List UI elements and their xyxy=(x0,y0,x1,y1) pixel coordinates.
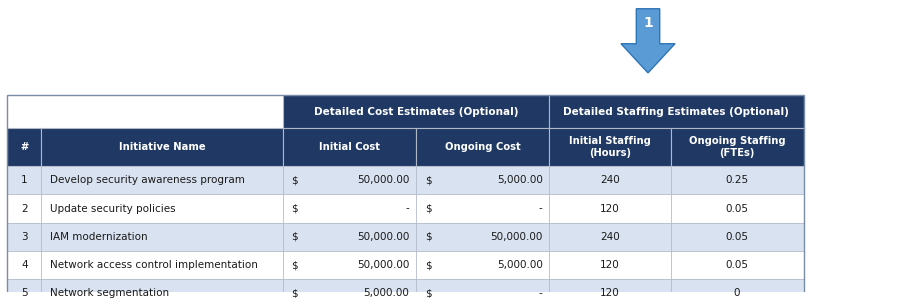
Text: 240: 240 xyxy=(600,232,619,242)
Text: 50,000.00: 50,000.00 xyxy=(357,232,410,242)
FancyBboxPatch shape xyxy=(549,194,670,223)
FancyBboxPatch shape xyxy=(7,194,41,223)
Text: Network segmentation: Network segmentation xyxy=(50,288,168,298)
FancyBboxPatch shape xyxy=(41,128,283,166)
Text: $: $ xyxy=(425,288,431,298)
Text: $: $ xyxy=(425,260,431,270)
FancyBboxPatch shape xyxy=(41,194,283,223)
FancyBboxPatch shape xyxy=(549,251,670,279)
Text: 1: 1 xyxy=(21,175,28,185)
FancyBboxPatch shape xyxy=(283,194,416,223)
FancyBboxPatch shape xyxy=(549,128,670,166)
FancyBboxPatch shape xyxy=(416,251,549,279)
Text: 5,000.00: 5,000.00 xyxy=(364,288,410,298)
FancyBboxPatch shape xyxy=(7,166,41,194)
FancyBboxPatch shape xyxy=(7,251,41,279)
Text: $: $ xyxy=(425,175,431,185)
Text: Initiative Name: Initiative Name xyxy=(119,142,205,152)
FancyBboxPatch shape xyxy=(416,128,549,166)
FancyBboxPatch shape xyxy=(7,128,41,166)
Text: 120: 120 xyxy=(600,288,619,298)
FancyBboxPatch shape xyxy=(549,166,670,194)
Text: -: - xyxy=(539,204,543,214)
Polygon shape xyxy=(621,9,675,73)
Text: 0.05: 0.05 xyxy=(725,260,749,270)
Text: Ongoing Staffing
(FTEs): Ongoing Staffing (FTEs) xyxy=(688,136,786,158)
FancyBboxPatch shape xyxy=(41,279,283,298)
Text: $: $ xyxy=(292,288,298,298)
FancyBboxPatch shape xyxy=(670,166,804,194)
Text: -: - xyxy=(406,204,410,214)
Text: 3: 3 xyxy=(21,232,28,242)
FancyBboxPatch shape xyxy=(670,223,804,251)
FancyBboxPatch shape xyxy=(549,223,670,251)
Text: 50,000.00: 50,000.00 xyxy=(357,260,410,270)
Text: Network access control implementation: Network access control implementation xyxy=(50,260,257,270)
FancyBboxPatch shape xyxy=(416,194,549,223)
FancyBboxPatch shape xyxy=(670,194,804,223)
Text: 5: 5 xyxy=(21,288,28,298)
FancyBboxPatch shape xyxy=(549,279,670,298)
Text: $: $ xyxy=(425,232,431,242)
Text: Detailed Staffing Estimates (Optional): Detailed Staffing Estimates (Optional) xyxy=(563,106,789,117)
FancyBboxPatch shape xyxy=(283,223,416,251)
Text: 5,000.00: 5,000.00 xyxy=(497,260,543,270)
FancyBboxPatch shape xyxy=(41,166,283,194)
FancyBboxPatch shape xyxy=(7,95,41,128)
Text: $: $ xyxy=(292,175,298,185)
Text: Detailed Cost Estimates (Optional): Detailed Cost Estimates (Optional) xyxy=(313,106,518,117)
Text: Initial Staffing
(Hours): Initial Staffing (Hours) xyxy=(569,136,651,158)
Text: 0.05: 0.05 xyxy=(725,232,749,242)
Text: 50,000.00: 50,000.00 xyxy=(357,175,410,185)
Text: 0: 0 xyxy=(734,288,741,298)
Text: 1: 1 xyxy=(644,16,652,30)
Text: $: $ xyxy=(292,232,298,242)
Text: 0.05: 0.05 xyxy=(725,204,749,214)
FancyBboxPatch shape xyxy=(283,128,416,166)
Text: 4: 4 xyxy=(21,260,28,270)
Text: Initial Cost: Initial Cost xyxy=(319,142,380,152)
Text: $: $ xyxy=(292,260,298,270)
Text: Update security policies: Update security policies xyxy=(50,204,176,214)
Text: 0.25: 0.25 xyxy=(725,175,749,185)
Text: 50,000.00: 50,000.00 xyxy=(491,232,543,242)
Text: $: $ xyxy=(425,204,431,214)
FancyBboxPatch shape xyxy=(416,279,549,298)
FancyBboxPatch shape xyxy=(416,166,549,194)
FancyBboxPatch shape xyxy=(283,279,416,298)
Text: Ongoing Cost: Ongoing Cost xyxy=(445,142,520,152)
Text: 120: 120 xyxy=(600,260,619,270)
FancyBboxPatch shape xyxy=(41,223,283,251)
FancyBboxPatch shape xyxy=(7,223,41,251)
Text: IAM modernization: IAM modernization xyxy=(50,232,147,242)
FancyBboxPatch shape xyxy=(670,128,804,166)
FancyBboxPatch shape xyxy=(7,279,41,298)
FancyBboxPatch shape xyxy=(416,223,549,251)
Text: $: $ xyxy=(292,204,298,214)
FancyBboxPatch shape xyxy=(283,95,549,128)
Text: Develop security awareness program: Develop security awareness program xyxy=(50,175,245,185)
Text: #: # xyxy=(20,142,29,152)
FancyBboxPatch shape xyxy=(670,251,804,279)
FancyBboxPatch shape xyxy=(670,279,804,298)
Text: 5,000.00: 5,000.00 xyxy=(497,175,543,185)
Text: 240: 240 xyxy=(600,175,619,185)
Text: -: - xyxy=(539,288,543,298)
FancyBboxPatch shape xyxy=(283,251,416,279)
FancyBboxPatch shape xyxy=(41,95,283,128)
FancyBboxPatch shape xyxy=(41,251,283,279)
FancyBboxPatch shape xyxy=(549,95,804,128)
Text: 120: 120 xyxy=(600,204,619,214)
FancyBboxPatch shape xyxy=(283,166,416,194)
Text: 2: 2 xyxy=(21,204,28,214)
